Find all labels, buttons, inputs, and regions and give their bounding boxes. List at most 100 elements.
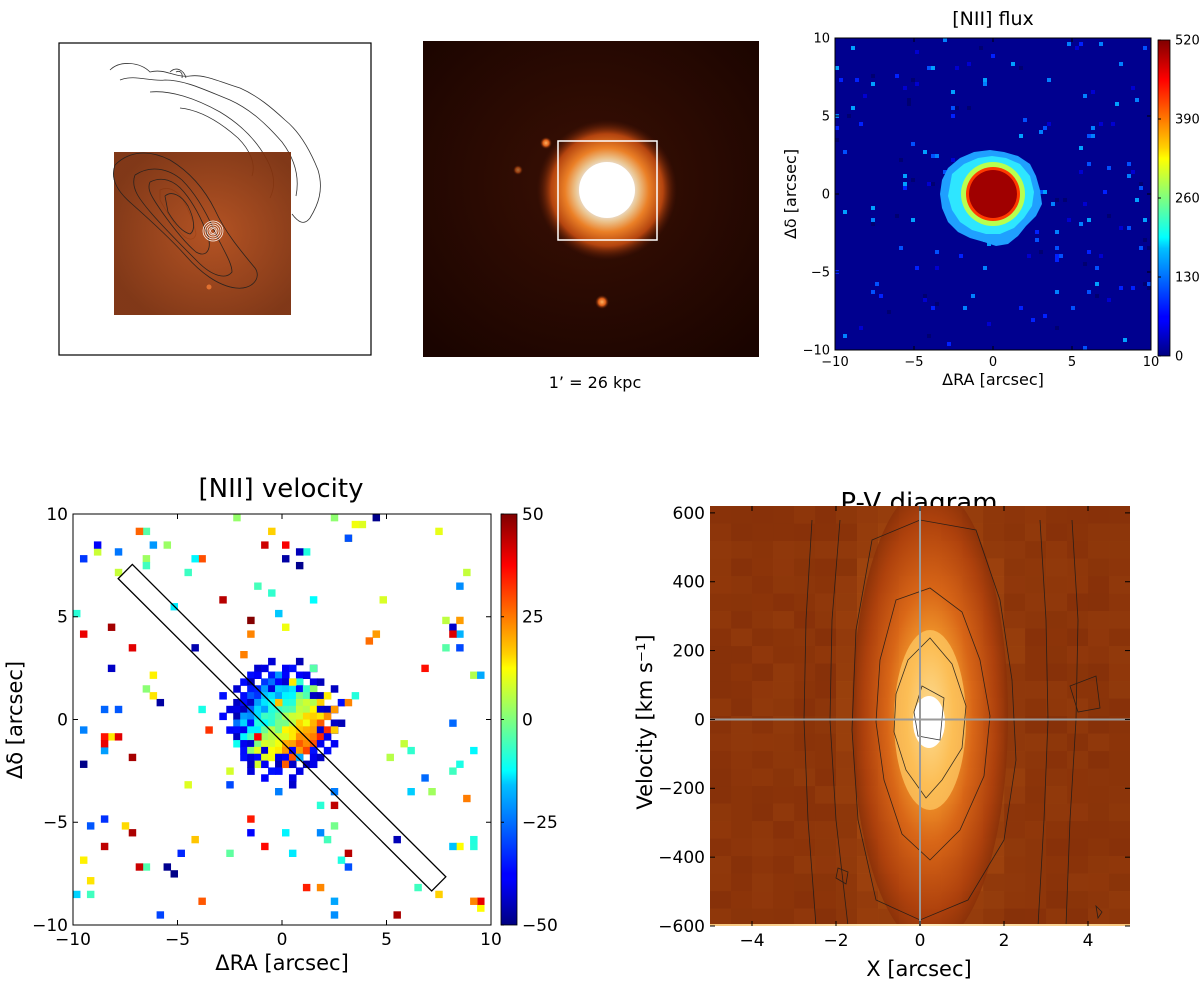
velocity-noise-pixel	[463, 568, 471, 577]
pv-pixel	[752, 786, 774, 804]
pv-pixel	[1067, 698, 1089, 717]
velocity-pixel	[261, 678, 269, 686]
flux-noise-pixel	[835, 66, 839, 70]
velocity-pixel	[268, 767, 276, 775]
pv-pixel	[752, 611, 774, 629]
flux-noise-pixel	[843, 210, 847, 214]
y-tick-label: −10	[803, 344, 830, 359]
pv-pixel	[836, 593, 858, 612]
velocity-pixel	[275, 671, 283, 679]
pv-pixel	[1109, 891, 1130, 909]
pv-pixel	[815, 681, 837, 699]
flux-noise-pixel	[1079, 146, 1083, 150]
panel-pv-diagram: P-V diagram −4 −2 0 2 4−600−40	[633, 488, 1130, 981]
velocity-pixel	[268, 746, 276, 755]
flux-noise-pixel	[983, 82, 987, 86]
flux-noise-pixel	[1091, 126, 1095, 130]
pv-pixel	[1025, 698, 1047, 717]
pv-pixel	[1025, 873, 1047, 892]
flux-noise-pixel	[1111, 122, 1115, 126]
velocity-pixel	[254, 698, 262, 707]
colorbar-tick-label: −25	[522, 813, 558, 833]
velocity-pixel	[288, 705, 297, 714]
pv-pixel	[1025, 751, 1047, 769]
velocity-noise-pixel	[456, 644, 464, 652]
flux-noise-pixel	[967, 106, 971, 110]
pv-pixel	[1004, 698, 1026, 717]
pv-pixel	[1109, 821, 1130, 839]
velocity-noise-pixel	[100, 733, 109, 741]
velocity-noise-pixel	[386, 753, 394, 762]
velocity-noise-pixel	[477, 904, 485, 912]
pv-pixel	[1004, 663, 1026, 682]
pv-pixel	[1046, 646, 1068, 664]
pv-pixel	[1004, 628, 1026, 647]
flux-noise-pixel	[951, 106, 955, 110]
pv-pixel	[836, 523, 858, 542]
pv-pixel	[794, 593, 816, 612]
pv-pixel	[1088, 506, 1110, 524]
x-tick-label: 2	[999, 931, 1010, 951]
flux-noise-pixel	[931, 182, 935, 186]
velocity-pixel	[275, 753, 283, 762]
velocity-pixel	[254, 712, 262, 721]
flux-noise-pixel	[1107, 214, 1111, 218]
panel-contour-overlay	[58, 42, 372, 356]
flux-noise-pixel	[1043, 190, 1047, 194]
flux-noise-pixel	[979, 46, 983, 50]
flux-noise-pixel	[963, 306, 967, 310]
pv-pixel	[710, 716, 732, 734]
velocity-pixel	[240, 692, 248, 700]
pv-pixel	[731, 576, 753, 594]
velocity-pixel	[275, 712, 283, 721]
velocity-pixel	[309, 719, 318, 727]
flux-noise-pixel	[855, 78, 859, 82]
velocity-pixel	[323, 705, 332, 714]
flux-noise-pixel	[1019, 306, 1023, 310]
velocity-noise-pixel	[163, 863, 172, 871]
pv-pixel	[773, 751, 795, 769]
velocity-pixel	[261, 733, 269, 741]
pv-pixel	[815, 891, 837, 909]
pv-pixel	[752, 716, 774, 734]
pv-pixel	[794, 716, 816, 734]
velocity-pixel	[233, 733, 241, 741]
y-tick-label: 600	[673, 504, 705, 524]
velocity-pixel	[275, 726, 283, 734]
velocity-noise-pixel	[288, 678, 297, 686]
pv-pixel	[1067, 803, 1089, 822]
velocity-noise-pixel	[372, 514, 381, 522]
pv-pixel	[836, 681, 858, 699]
velocity-noise-pixel	[121, 822, 130, 830]
velocity-pixel	[275, 760, 283, 769]
velocity-noise-pixel	[191, 644, 199, 652]
flux-noise-pixel	[1107, 298, 1111, 302]
pv-pixel	[1025, 646, 1047, 664]
velocity-noise-pixel	[170, 870, 178, 878]
velocity-xlabel: ΔRA [arcsec]	[215, 951, 349, 975]
flux-noise-pixel	[1123, 338, 1127, 342]
pv-pixel	[710, 523, 732, 542]
pv-pixel	[1067, 541, 1089, 559]
velocity-noise-pixel	[226, 849, 234, 857]
flux-ylabel: Δδ [arcsec]	[781, 149, 800, 239]
pv-pixel	[1025, 663, 1047, 682]
velocity-pixel	[282, 664, 290, 673]
velocity-pixel	[302, 705, 311, 714]
flux-noise-pixel	[911, 78, 915, 82]
y-tick-label: 0	[57, 710, 68, 730]
velocity-noise-pixel	[73, 609, 81, 618]
velocity-pixel	[226, 705, 234, 714]
flux-noise-pixel	[927, 182, 931, 186]
velocity-noise-pixel	[135, 527, 144, 536]
pv-pixel	[1067, 523, 1089, 542]
velocity-noise-pixel	[233, 514, 241, 522]
pv-pixel	[773, 838, 795, 857]
flux-noise-pixel	[1087, 218, 1091, 222]
velocity-pixel	[309, 746, 318, 755]
velocity-noise-pixel	[100, 705, 109, 714]
flux-noise-pixel	[1087, 250, 1091, 254]
flux-noise-pixel	[1055, 246, 1059, 250]
pv-pixel	[1025, 628, 1047, 647]
flux-noise-pixel	[1055, 198, 1059, 202]
